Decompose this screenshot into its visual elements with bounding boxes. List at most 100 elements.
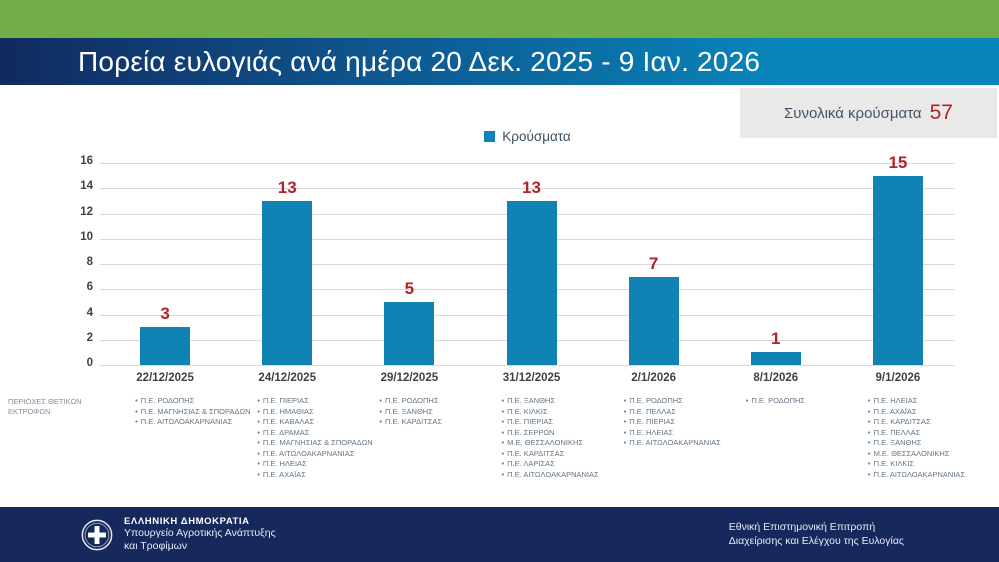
bar-29/12/2025 bbox=[384, 301, 435, 365]
bullet-icon: • bbox=[501, 459, 505, 468]
region-item: • Π.Ε. ΛΑΡΙΣΑΣ bbox=[501, 459, 555, 468]
bullet-icon: • bbox=[135, 396, 138, 405]
hellenic-republic-label: ΕΛΛΗΝΙΚΗ ΔΗΜΟΚΡΑΤΙΑ bbox=[124, 516, 250, 527]
x-axis-label: 2/1/2026 bbox=[631, 372, 677, 384]
bullet-icon: • bbox=[867, 406, 871, 416]
region-item: • Π.Ε. ΗΛΕΙΑΣ bbox=[867, 396, 918, 405]
bullet-icon: • bbox=[379, 417, 382, 426]
ministry-line-2: και Τροφίμων bbox=[124, 540, 188, 552]
bullet-icon: • bbox=[501, 427, 505, 437]
region-item: • Π.Ε. ΞΑΝΘΗΣ bbox=[379, 406, 433, 416]
bullet-icon: • bbox=[257, 406, 260, 416]
y-axis-tick-label: 2 bbox=[86, 331, 93, 344]
region-item: • Π.Ε. ΗΜΑΘΙΑΣ bbox=[257, 406, 314, 416]
top-accent-bar bbox=[0, 0, 999, 38]
y-axis-tick-label: 16 bbox=[80, 155, 93, 167]
bullet-icon: • bbox=[379, 406, 382, 416]
gridline bbox=[100, 339, 955, 341]
bar-value-label: 15 bbox=[888, 152, 908, 172]
bullet-icon: • bbox=[623, 396, 627, 405]
region-list: • Π.Ε. ΡΟΔΟΠΗΣ • Π.Ε. ΞΑΝΘΗΣ • Π.Ε. ΚΑΡΔΙΤΣΑΣ bbox=[379, 396, 501, 428]
footer-ministry-block: ΕΛΛΗΝΙΚΗ ΔΗΜΟΚΡΑΤΙΑ Υπουργείο Αγροτικής … bbox=[80, 516, 276, 553]
region-item: • Π.Ε. ΡΟΔΟΠΗΣ bbox=[745, 396, 805, 405]
region-item: • Π.Ε. ΚΑΡΔΙΤΣΑΣ bbox=[867, 417, 931, 426]
bullet-icon: • bbox=[623, 427, 627, 437]
region-item: • Π.Ε. ΑΙΤΩΛΟΑΚΑΡΝΑΝΙΑΣ bbox=[257, 448, 355, 458]
region-item: • Μ.Ε. ΘΕΣΣΑΛΟΝΙΚΗΣ bbox=[501, 438, 584, 447]
region-item: • Π.Ε. ΚΙΛΚΙΣ bbox=[867, 459, 915, 468]
gridline bbox=[100, 188, 955, 190]
bar-2/1/2026 bbox=[628, 276, 679, 365]
bar-value-label: 1 bbox=[771, 329, 781, 349]
region-item: • Π.Ε. ΚΑΒΑΛΑΣ bbox=[257, 417, 315, 426]
bullet-icon: • bbox=[623, 406, 627, 416]
page-title: Πορεία ευλογιάς ανά ημέρα 20 Δεκ. 2025 -… bbox=[78, 45, 761, 77]
region-list: • Π.Ε. ΠΙΕΡΙΑΣ • Π.Ε. ΗΜΑΘΙΑΣ • Π.Ε. ΚΑΒΑΛΑΣ •… bbox=[257, 396, 379, 480]
region-list: • Π.Ε. ΡΟΔΟΠΗΣ bbox=[746, 396, 868, 407]
bullet-icon: • bbox=[501, 438, 505, 447]
bullet-icon: • bbox=[501, 469, 505, 479]
region-item: • Π.Ε. ΠΙΕΡΙΑΣ bbox=[501, 417, 554, 426]
bullet-icon: • bbox=[379, 396, 382, 405]
bullet-icon: • bbox=[501, 396, 505, 405]
legend-swatch-icon bbox=[484, 130, 496, 142]
region-item: • Π.Ε. ΠΙΕΡΙΑΣ bbox=[623, 417, 676, 426]
bullet-icon: • bbox=[867, 469, 871, 479]
region-item: • Π.Ε. ΑΧΑΪΑΣ bbox=[257, 469, 306, 479]
bullet-icon: • bbox=[623, 417, 627, 426]
region-item: • Π.Ε. ΜΑΓΝΗΣΙΑΣ & ΣΠΟΡΑΔΩΝ bbox=[135, 406, 251, 416]
gridline bbox=[100, 213, 955, 215]
bar-8/1/2026 bbox=[750, 352, 801, 365]
region-list: • Π.Ε. ΞΑΝΘΗΣ • Π.Ε. ΚΙΛΚΙΣ • Π.Ε. ΠΙΕΡΙΑΣ • Π.… bbox=[502, 396, 624, 480]
committee-line-2: Διαχείρισης και Ελέγχου της Ευλογίας bbox=[728, 534, 904, 547]
x-axis-label: 24/12/2025 bbox=[258, 372, 316, 384]
total-cases-box: Συνολικά κρούσματα 57 bbox=[740, 88, 997, 138]
bar-value-label: 13 bbox=[522, 177, 541, 197]
region-item: • Μ.Ε. ΘΕΣΣΑΛΟΝΙΚΗΣ bbox=[867, 448, 950, 458]
bar-value-label: 7 bbox=[648, 253, 659, 273]
bullet-icon: • bbox=[867, 459, 871, 468]
footer-band: ΕΛΛΗΝΙΚΗ ΔΗΜΟΚΡΑΤΙΑ Υπουργείο Αγροτικής … bbox=[0, 507, 999, 562]
region-item: • Π.Ε. ΑΙΤΩΛΟΑΚΑΡΝΑΝΙΑΣ bbox=[135, 417, 233, 426]
gridline bbox=[100, 264, 955, 265]
committee-line-1: Εθνική Επιστημονική Επιτροπή bbox=[728, 521, 876, 533]
bullet-icon: • bbox=[623, 438, 627, 447]
bullet-icon: • bbox=[257, 417, 260, 426]
total-cases-value: 57 bbox=[929, 101, 953, 124]
regions-row-label: ΠΕΡΙΟΧΕΣ ΘΕΤΙΚΩΝ ΕΚΤΡΟΦΩΝ bbox=[8, 397, 82, 416]
bar-22/12/2025 bbox=[140, 327, 191, 365]
region-item: • Π.Ε. ΑΧΑΪΑΣ bbox=[867, 406, 917, 416]
bar-31/12/2025 bbox=[506, 200, 557, 365]
y-axis-tick-label: 14 bbox=[80, 180, 93, 193]
y-axis-tick-label: 12 bbox=[80, 205, 93, 218]
bullet-icon: • bbox=[135, 406, 138, 416]
x-axis-label: 9/1/2026 bbox=[875, 372, 921, 384]
gridline bbox=[100, 289, 955, 291]
bar-value-label: 3 bbox=[160, 304, 170, 324]
total-cases-label: Συνολικά κρούσματα bbox=[784, 104, 922, 122]
region-list: • Π.Ε. ΗΛΕΙΑΣ • Π.Ε. ΑΧΑΪΑΣ • Π.Ε. ΚΑΡΔΙΤΣΑΣ •… bbox=[868, 396, 990, 480]
bullet-icon: • bbox=[257, 396, 260, 405]
ministry-line: Υπουργείο Αγροτικής Ανάπτυξης bbox=[124, 527, 276, 539]
bullet-icon: • bbox=[867, 448, 871, 458]
ministry-text: ΕΛΛΗΝΙΚΗ ΔΗΜΟΚΡΑΤΙΑ Υπουργείο Αγροτικής … bbox=[124, 516, 276, 553]
bar-value-label: 5 bbox=[404, 278, 415, 298]
bullet-icon: • bbox=[501, 448, 505, 458]
x-axis-label: 8/1/2026 bbox=[753, 372, 799, 384]
bullet-icon: • bbox=[745, 396, 749, 405]
x-axis-label: 22/12/2025 bbox=[136, 372, 194, 384]
bullet-icon: • bbox=[257, 469, 260, 479]
region-item: • Π.Ε. ΞΑΝΘΗΣ bbox=[867, 438, 922, 447]
region-item: • Π.Ε. ΜΑΓΝΗΣΙΑΣ & ΣΠΟΡΑΔΩΝ bbox=[257, 438, 373, 447]
region-item: • Π.Ε. ΑΙΤΩΛΟΑΚΑΡΝΑΝΙΑΣ bbox=[501, 469, 599, 479]
bullet-icon: • bbox=[135, 417, 138, 426]
legend-label: Κρούσματα bbox=[502, 128, 571, 144]
region-item: • Π.Ε. ΡΟΔΟΠΗΣ bbox=[379, 396, 439, 405]
header-band: Πορεία ευλογιάς ανά ημέρα 20 Δεκ. 2025 -… bbox=[0, 38, 999, 85]
region-item: • Π.Ε. ΗΛΕΙΑΣ bbox=[257, 459, 307, 468]
y-axis-tick-label: 6 bbox=[86, 281, 93, 294]
region-item: • Π.Ε. ΡΟΔΟΠΗΣ bbox=[623, 396, 683, 405]
bullet-icon: • bbox=[501, 406, 505, 416]
region-item: • Π.Ε. ΑΙΤΩΛΟΑΚΑΡΝΑΝΙΑΣ bbox=[623, 438, 721, 447]
